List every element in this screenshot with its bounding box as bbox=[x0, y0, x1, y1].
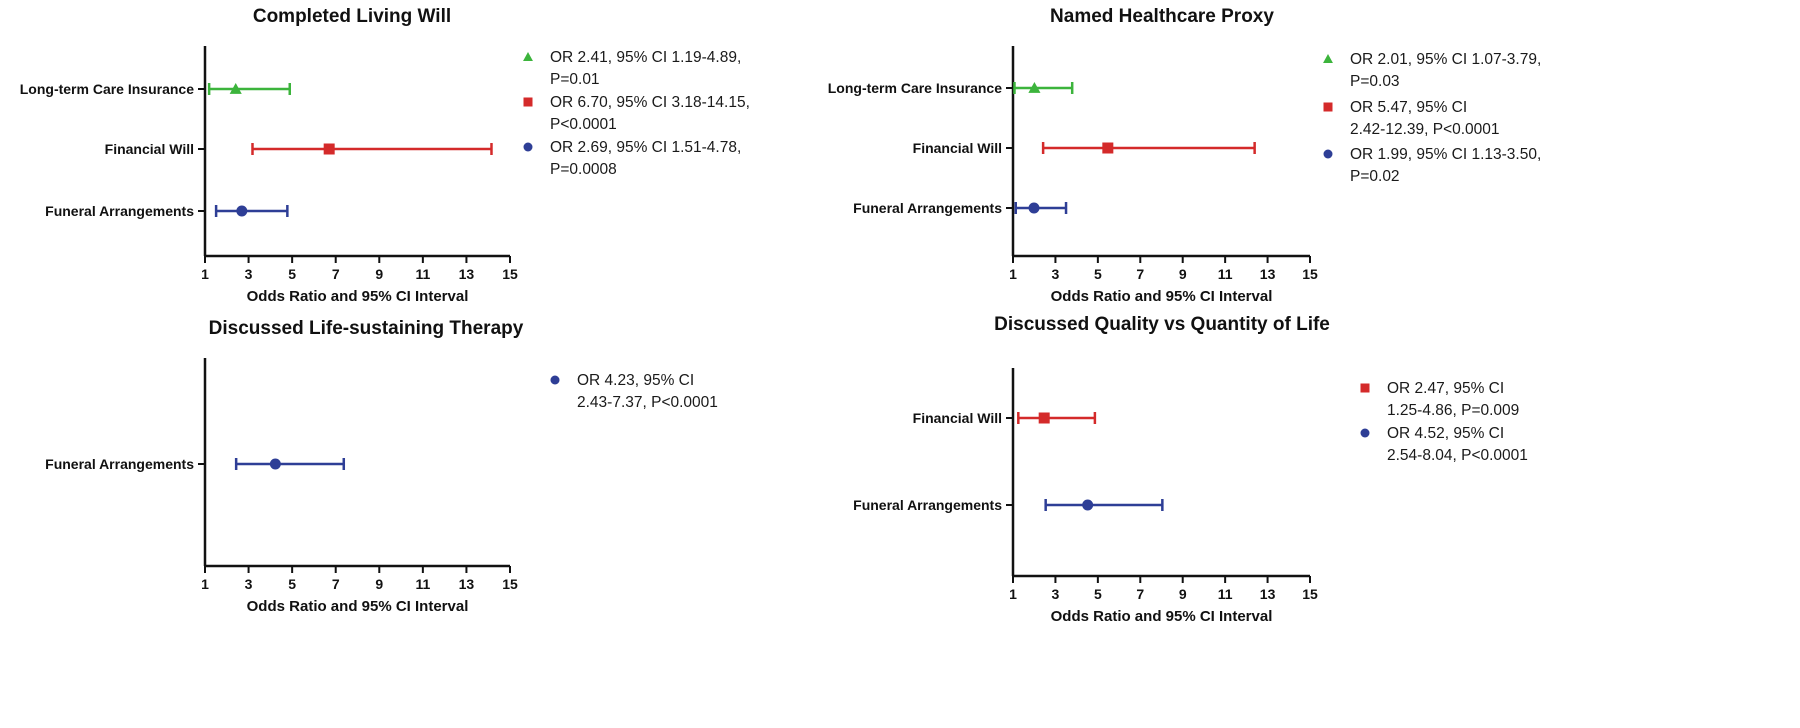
x-tick-label: 9 bbox=[1179, 586, 1187, 602]
forest-row: Financial Will bbox=[913, 410, 1097, 426]
x-tick-label: 7 bbox=[332, 266, 340, 282]
or-point-marker-triangle bbox=[229, 82, 242, 94]
x-axis-label: Odds Ratio and 95% CI Interval bbox=[247, 288, 469, 305]
x-tick-label: 5 bbox=[288, 266, 296, 282]
x-axis-label: Odds Ratio and 95% CI Interval bbox=[1051, 288, 1273, 305]
legend-text: OR 5.47, 95% CI bbox=[1350, 99, 1467, 116]
legend-text: OR 2.47, 95% CI bbox=[1387, 380, 1504, 397]
x-tick-label: 1 bbox=[1009, 266, 1017, 282]
or-point-marker-triangle bbox=[1028, 81, 1041, 93]
legend-text: P=0.03 bbox=[1350, 73, 1400, 90]
x-tick-label: 9 bbox=[375, 576, 383, 592]
category-label: Financial Will bbox=[105, 141, 194, 157]
x-tick-label: 5 bbox=[1094, 266, 1102, 282]
forest-row: Long-term Care Insurance bbox=[828, 80, 1074, 96]
x-tick-label: 1 bbox=[201, 266, 209, 282]
forest-row: Funeral Arrangements bbox=[45, 456, 346, 472]
legend-text: 1.25-4.86, P=0.009 bbox=[1387, 402, 1519, 419]
x-tick-label: 9 bbox=[1179, 266, 1187, 282]
or-point-marker-square bbox=[323, 143, 335, 155]
x-tick-label: 7 bbox=[1136, 266, 1144, 282]
or-point-marker-square bbox=[1102, 142, 1114, 154]
x-tick-label: 9 bbox=[375, 266, 383, 282]
legend-text: 2.54-8.04, P<0.0001 bbox=[1387, 447, 1528, 464]
category-label: Funeral Arrangements bbox=[853, 200, 1002, 216]
x-tick-label: 3 bbox=[1052, 586, 1060, 602]
category-label: Funeral Arrangements bbox=[853, 497, 1002, 513]
forest-row: Long-term Care Insurance bbox=[20, 81, 291, 97]
x-tick-label: 3 bbox=[245, 266, 253, 282]
x-tick-label: 3 bbox=[1052, 266, 1060, 282]
x-tick-label: 1 bbox=[1009, 586, 1017, 602]
x-tick-label: 15 bbox=[502, 576, 518, 592]
category-label: Funeral Arrangements bbox=[45, 456, 194, 472]
category-label: Financial Will bbox=[913, 410, 1002, 426]
legend-marker-square bbox=[523, 97, 533, 107]
forest-row: Financial Will bbox=[913, 140, 1256, 156]
x-axis-label: Odds Ratio and 95% CI Interval bbox=[1051, 608, 1273, 625]
legend-marker-triangle bbox=[1323, 54, 1333, 63]
legend-text: OR 1.99, 95% CI 1.13-3.50, bbox=[1350, 146, 1541, 163]
chart-title: Named Healthcare Proxy bbox=[1050, 6, 1274, 27]
legend-text: P=0.02 bbox=[1350, 168, 1400, 185]
legend-marker-circle bbox=[523, 142, 533, 152]
legend-marker-circle bbox=[1360, 428, 1370, 438]
x-tick-label: 15 bbox=[1302, 586, 1318, 602]
legend-text: P=0.01 bbox=[550, 71, 600, 88]
forest-row: Funeral Arrangements bbox=[853, 497, 1164, 513]
or-point-marker-circle bbox=[1082, 499, 1094, 511]
x-axis-label: Odds Ratio and 95% CI Interval bbox=[247, 598, 469, 615]
x-tick-label: 13 bbox=[1260, 266, 1276, 282]
x-tick-label: 11 bbox=[1218, 266, 1233, 282]
legend-marker-circle bbox=[1323, 149, 1333, 159]
forest-row: Funeral Arrangements bbox=[45, 203, 289, 219]
legend-text: P=0.0008 bbox=[550, 161, 617, 178]
legend-text: OR 2.41, 95% CI 1.19-4.89, bbox=[550, 49, 741, 66]
or-point-marker-square bbox=[1038, 412, 1050, 424]
or-point-marker-circle bbox=[1028, 202, 1040, 214]
x-tick-label: 11 bbox=[1218, 586, 1233, 602]
x-tick-label: 5 bbox=[1094, 586, 1102, 602]
chart-title: Completed Living Will bbox=[253, 6, 451, 27]
category-label: Funeral Arrangements bbox=[45, 203, 194, 219]
legend-text: 2.42-12.39, P<0.0001 bbox=[1350, 121, 1500, 138]
or-point-marker-circle bbox=[269, 458, 281, 470]
legend-marker-triangle bbox=[523, 52, 533, 61]
x-tick-label: 1 bbox=[201, 576, 209, 592]
chart-title: Discussed Quality vs Quantity of Life bbox=[994, 314, 1330, 335]
legend-marker-square bbox=[1360, 383, 1370, 393]
category-label: Long-term Care Insurance bbox=[20, 81, 194, 97]
legend-text: OR 6.70, 95% CI 3.18-14.15, bbox=[550, 94, 750, 111]
legend-text: OR 4.23, 95% CI bbox=[577, 372, 694, 389]
x-tick-label: 11 bbox=[415, 576, 430, 592]
forest-row: Funeral Arrangements bbox=[853, 200, 1068, 216]
category-label: Financial Will bbox=[913, 140, 1002, 156]
legend-text: P<0.0001 bbox=[550, 116, 617, 133]
legend-text: OR 2.69, 95% CI 1.51-4.78, bbox=[550, 139, 741, 156]
x-tick-label: 15 bbox=[1302, 266, 1318, 282]
legend-marker-circle bbox=[550, 375, 560, 385]
legend-marker-square bbox=[1323, 102, 1333, 112]
or-point-marker-circle bbox=[236, 205, 248, 217]
x-tick-label: 3 bbox=[245, 576, 253, 592]
x-tick-label: 7 bbox=[1136, 586, 1144, 602]
legend-text: OR 4.52, 95% CI bbox=[1387, 425, 1504, 442]
legend-text: OR 2.01, 95% CI 1.07-3.79, bbox=[1350, 51, 1541, 68]
legend-text: 2.43-7.37, P<0.0001 bbox=[577, 394, 718, 411]
x-tick-label: 13 bbox=[459, 576, 475, 592]
chart-title: Discussed Life-sustaining Therapy bbox=[209, 318, 524, 339]
x-tick-label: 15 bbox=[502, 266, 518, 282]
x-tick-label: 11 bbox=[415, 266, 430, 282]
forest-row: Financial Will bbox=[105, 141, 493, 157]
x-tick-label: 5 bbox=[288, 576, 296, 592]
category-label: Long-term Care Insurance bbox=[828, 80, 1002, 96]
x-tick-label: 13 bbox=[1260, 586, 1276, 602]
x-tick-label: 13 bbox=[459, 266, 475, 282]
x-tick-label: 7 bbox=[332, 576, 340, 592]
